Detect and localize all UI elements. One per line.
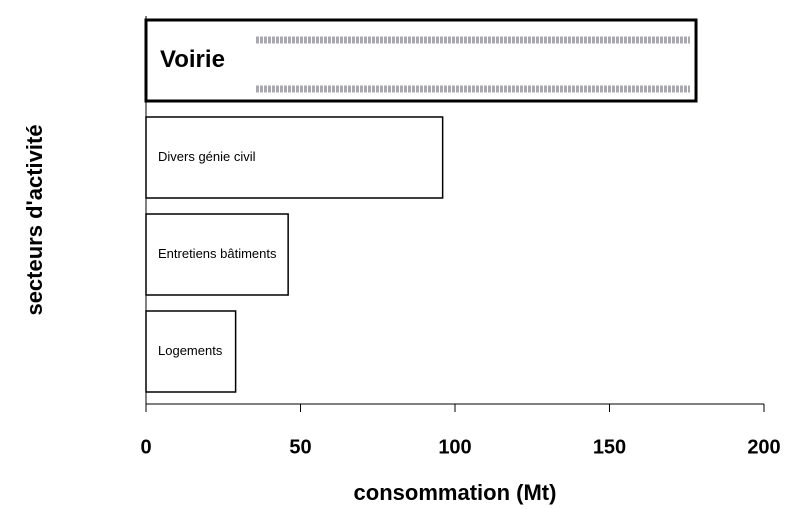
- x-tick-label: 200: [747, 436, 780, 458]
- bar: [145, 116, 444, 199]
- bar-label: Logements: [158, 343, 223, 358]
- x-tick-label: 100: [438, 436, 471, 458]
- bar-label: Voirie: [160, 46, 225, 73]
- x-axis-label: consommation (Mt): [354, 480, 557, 505]
- bar-label: Divers génie civil: [158, 149, 256, 164]
- y-axis-label: secteurs d'activité: [22, 124, 47, 315]
- bar: [145, 213, 289, 296]
- x-tick-label: 150: [593, 436, 626, 458]
- x-tick-label: 0: [140, 436, 151, 458]
- bar-label: Entretiens bâtiments: [158, 246, 277, 261]
- x-tick-label: 50: [289, 436, 311, 458]
- bar: [145, 310, 237, 393]
